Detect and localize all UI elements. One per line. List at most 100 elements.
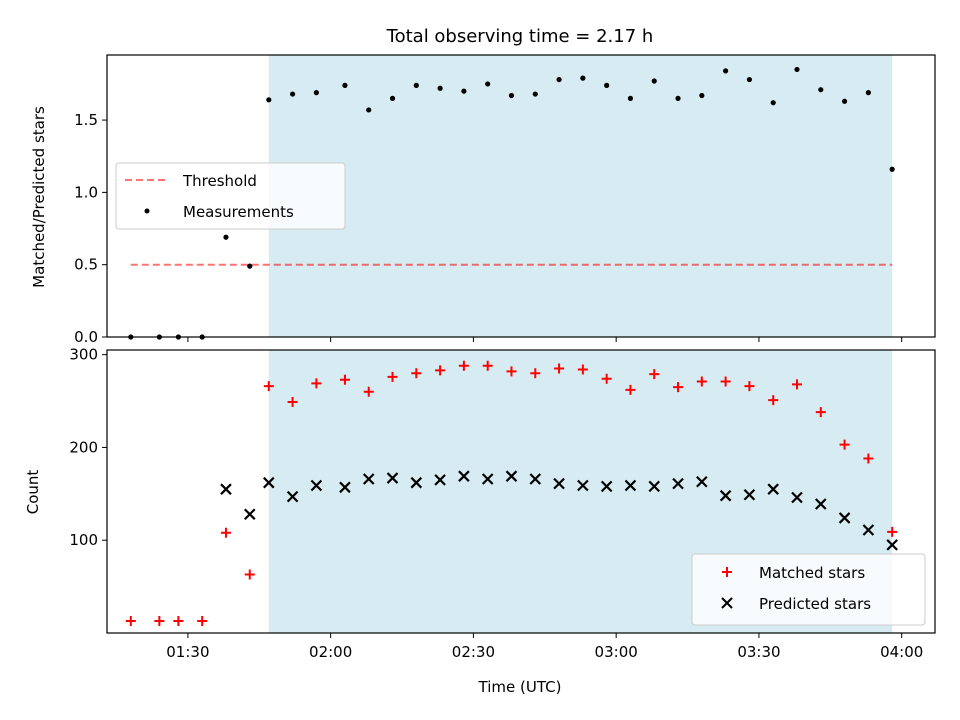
matched-star-point bbox=[220, 527, 231, 538]
matched-star-point bbox=[839, 439, 850, 450]
measurement-point bbox=[770, 100, 776, 106]
matched-star-point bbox=[554, 363, 565, 374]
predicted-star-point bbox=[529, 473, 542, 485]
top-panel: 0.0 0.5 1.0 1.5 Matched/Predicted stars Thr… bbox=[30, 54, 936, 346]
measurement-point bbox=[651, 78, 657, 84]
measurements-legend-label: Measurements bbox=[183, 203, 294, 221]
predicted-star-point bbox=[577, 479, 589, 492]
bottom-y-tick-label: 300 bbox=[69, 346, 98, 364]
matched-star-point bbox=[435, 365, 446, 376]
measurement-point bbox=[342, 82, 348, 88]
predicted-star-point bbox=[458, 470, 470, 482]
measurement-point bbox=[627, 95, 634, 101]
matched-star-point bbox=[792, 379, 802, 390]
predicted-star-point bbox=[648, 480, 661, 493]
predicted-star-point bbox=[696, 475, 708, 488]
top-x-ticks bbox=[187, 337, 903, 342]
predicted-star-point bbox=[410, 476, 423, 489]
predicted-star-point bbox=[362, 473, 375, 485]
predicted-star-point bbox=[672, 477, 684, 490]
measurement-point bbox=[865, 90, 871, 96]
predicted-star-point bbox=[838, 512, 851, 524]
measurement-point bbox=[841, 98, 848, 104]
predicted-star-point bbox=[815, 498, 827, 510]
measurement-point bbox=[508, 92, 515, 99]
measurement-point bbox=[223, 234, 229, 240]
top-y-tick-label: 0.0 bbox=[74, 328, 98, 346]
x-tick-label: 03:30 bbox=[737, 643, 780, 661]
matched-star-point bbox=[720, 376, 731, 387]
matched-star-point bbox=[768, 395, 779, 406]
predicted-star-point bbox=[286, 490, 299, 503]
predicted-star-point bbox=[243, 508, 256, 521]
matched-star-point bbox=[887, 526, 898, 537]
predicted-star-point bbox=[220, 483, 232, 495]
matched-star-point bbox=[673, 382, 684, 393]
matched-star-point bbox=[601, 373, 612, 384]
measurement-point bbox=[313, 90, 319, 96]
matched-star-point bbox=[197, 615, 208, 626]
matched-star-point bbox=[387, 371, 398, 382]
top-legend: Threshold Measurements bbox=[115, 162, 346, 230]
matched-star-point bbox=[863, 453, 874, 464]
bottom-y-tick-label: 200 bbox=[69, 438, 98, 456]
measurement-point bbox=[723, 68, 729, 74]
predicted-star-point bbox=[791, 491, 803, 504]
predicted-star-point bbox=[553, 477, 565, 490]
matched-star-point bbox=[263, 381, 274, 392]
measurement-point bbox=[289, 91, 296, 97]
matched-star-point bbox=[625, 384, 636, 395]
predicted-star-point bbox=[767, 483, 779, 495]
matched-star-point bbox=[482, 360, 493, 371]
measurement-point bbox=[532, 91, 538, 97]
matched-star-point bbox=[244, 569, 255, 580]
top-shaded-region bbox=[268, 55, 893, 337]
x-tick-label: 02:30 bbox=[452, 643, 495, 661]
matched-star-point bbox=[363, 386, 374, 397]
predicted-star-point bbox=[624, 479, 637, 492]
matched-star-point bbox=[506, 366, 517, 377]
bottom-axes-frame bbox=[106, 349, 936, 634]
matched-star-point bbox=[311, 378, 322, 389]
measurement-points bbox=[128, 66, 895, 340]
measurement-point bbox=[675, 95, 681, 101]
matched-star-point bbox=[287, 396, 298, 407]
matched-star-point bbox=[696, 376, 707, 387]
bottom-legend: Matched stars Predicted stars bbox=[691, 553, 926, 626]
measurement-point bbox=[746, 76, 753, 83]
predicted-legend-swatch bbox=[721, 597, 733, 609]
matched-star-point bbox=[649, 369, 660, 380]
x-tick-label: 04:00 bbox=[880, 643, 923, 661]
x-tick-label: 03:00 bbox=[595, 643, 638, 661]
predicted-star-point bbox=[481, 473, 494, 485]
top-y-tick-label: 1.5 bbox=[74, 111, 98, 129]
measurements-legend-swatch bbox=[144, 208, 150, 214]
matched-star-point bbox=[815, 407, 826, 418]
measurement-point bbox=[699, 92, 705, 99]
predicted-legend-label: Predicted stars bbox=[759, 595, 871, 613]
predicted-star-point bbox=[886, 539, 898, 551]
matched-legend-label: Matched stars bbox=[759, 564, 865, 582]
predicted-star-point bbox=[386, 472, 399, 484]
measurement-point bbox=[889, 166, 895, 172]
measurement-point bbox=[366, 107, 372, 113]
top-y-tick-label: 0.5 bbox=[74, 256, 98, 274]
bottom-y-ticks: 100 200 300 bbox=[69, 346, 107, 549]
measurement-point bbox=[485, 81, 491, 87]
predicted-star-point bbox=[505, 470, 518, 482]
measurement-point bbox=[437, 85, 443, 91]
matched-star-point bbox=[577, 364, 588, 375]
measurement-point bbox=[794, 66, 800, 73]
threshold-legend-label: Threshold bbox=[182, 172, 257, 190]
matched-legend-swatch bbox=[722, 567, 732, 577]
chart-title: Total observing time = 2.17 h bbox=[386, 26, 654, 47]
measurement-point bbox=[580, 75, 586, 81]
predicted-star-point bbox=[862, 524, 875, 536]
top-y-tick-label: 1.0 bbox=[74, 183, 98, 201]
bottom-panel: 100 200 300 01:30 02:00 02:30 03:00 03:30 04:00… bbox=[24, 346, 936, 696]
top-y-axis-label: Matched/Predicted stars bbox=[30, 106, 48, 288]
x-axis-label: Time (UTC) bbox=[478, 678, 562, 696]
matched-star-point bbox=[125, 615, 136, 626]
x-tick-label: 01:30 bbox=[166, 643, 209, 661]
